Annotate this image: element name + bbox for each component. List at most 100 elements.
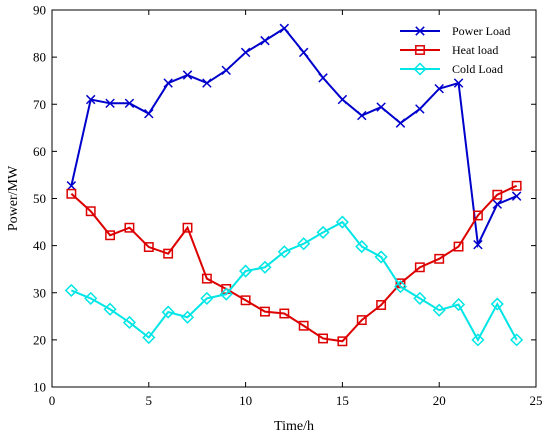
x-axis-ticks: 0 5 10 15 20 25 — [49, 10, 543, 408]
data-point — [105, 230, 116, 241]
y-tick-label: 90 — [33, 3, 46, 18]
data-point — [318, 73, 328, 83]
data-point — [85, 206, 96, 217]
data-point — [124, 222, 135, 233]
x-tick-label: 25 — [530, 393, 543, 408]
data-point — [335, 215, 349, 229]
series-layer — [64, 23, 524, 347]
data-point — [66, 188, 77, 199]
data-point — [182, 70, 193, 80]
legend-label: Power Load — [452, 24, 510, 38]
data-point — [258, 260, 272, 274]
data-point — [103, 302, 117, 316]
series-line — [70, 184, 518, 343]
data-point — [260, 306, 270, 317]
data-point — [393, 280, 408, 294]
y-tick-label: 40 — [33, 238, 46, 253]
data-point — [182, 222, 193, 233]
data-point — [239, 264, 253, 278]
data-point — [490, 297, 504, 311]
data-point — [492, 199, 503, 209]
y-tick-label: 50 — [33, 191, 46, 206]
data-point — [202, 78, 212, 88]
y-tick-label: 30 — [33, 285, 46, 300]
series-line — [70, 220, 518, 342]
data-point — [451, 297, 466, 312]
legend-swatch-marker — [415, 45, 425, 55]
data-point — [316, 225, 330, 239]
y-axis-label: Power/MW — [6, 165, 21, 231]
data-point — [355, 240, 369, 254]
data-point — [434, 253, 445, 264]
data-point — [415, 104, 425, 114]
y-tick-label: 70 — [33, 97, 46, 112]
data-point — [434, 83, 444, 94]
data-point — [374, 250, 388, 264]
data-point — [357, 110, 367, 121]
data-point — [510, 333, 524, 347]
data-point — [471, 333, 485, 347]
data-point — [279, 23, 290, 34]
legend-label: Cold Load — [452, 62, 503, 76]
data-point — [473, 239, 483, 250]
data-point — [163, 78, 173, 88]
data-point — [298, 47, 309, 58]
y-tick-label: 60 — [33, 144, 46, 159]
data-point — [298, 320, 309, 331]
data-point — [260, 35, 270, 46]
legend: Power Load Heat load Cold Load — [400, 24, 510, 76]
data-point — [201, 273, 212, 284]
data-point — [240, 47, 251, 58]
data-point — [180, 310, 195, 324]
data-point — [66, 181, 77, 191]
legend-item: Heat load — [400, 43, 498, 57]
data-point — [511, 180, 522, 191]
series-line — [70, 27, 518, 249]
x-tick-label: 10 — [239, 393, 252, 408]
data-point — [453, 241, 464, 252]
x-tick-label: 5 — [146, 393, 153, 408]
data-point — [511, 191, 522, 201]
data-point — [122, 315, 137, 329]
x-tick-label: 0 — [49, 393, 56, 408]
data-point — [413, 291, 427, 305]
data-point — [376, 300, 387, 310]
data-point — [64, 283, 78, 297]
x-tick-label: 20 — [433, 393, 446, 408]
series-power-load — [66, 23, 522, 250]
x-axis-label: Time/h — [274, 419, 314, 434]
data-point — [492, 189, 503, 200]
data-point — [161, 305, 175, 319]
data-point — [337, 94, 348, 105]
data-point — [395, 118, 406, 128]
legend-swatch-marker — [413, 62, 427, 76]
data-point — [277, 245, 291, 259]
series-cold-load — [64, 215, 524, 347]
data-point — [105, 98, 115, 109]
legend-swatch-marker — [415, 26, 425, 36]
data-point — [163, 248, 174, 259]
data-point — [297, 237, 311, 251]
data-point — [143, 242, 154, 252]
data-point — [279, 308, 290, 319]
data-point — [144, 108, 154, 119]
data-point — [472, 210, 483, 221]
data-point — [142, 330, 156, 345]
x-tick-label: 15 — [336, 393, 349, 408]
data-point — [414, 262, 425, 273]
y-tick-label: 10 — [33, 380, 46, 395]
y-tick-label: 20 — [33, 332, 46, 347]
data-point — [376, 102, 386, 112]
data-point — [337, 336, 348, 347]
data-point — [200, 291, 214, 305]
data-point — [356, 315, 367, 326]
series-heat-load — [66, 180, 522, 347]
legend-item: Power Load — [400, 24, 510, 38]
y-tick-label: 80 — [33, 50, 46, 65]
data-point — [221, 65, 231, 76]
data-point — [240, 295, 251, 306]
data-point — [219, 287, 233, 301]
data-point — [85, 94, 96, 105]
legend-label: Heat load — [452, 43, 498, 57]
